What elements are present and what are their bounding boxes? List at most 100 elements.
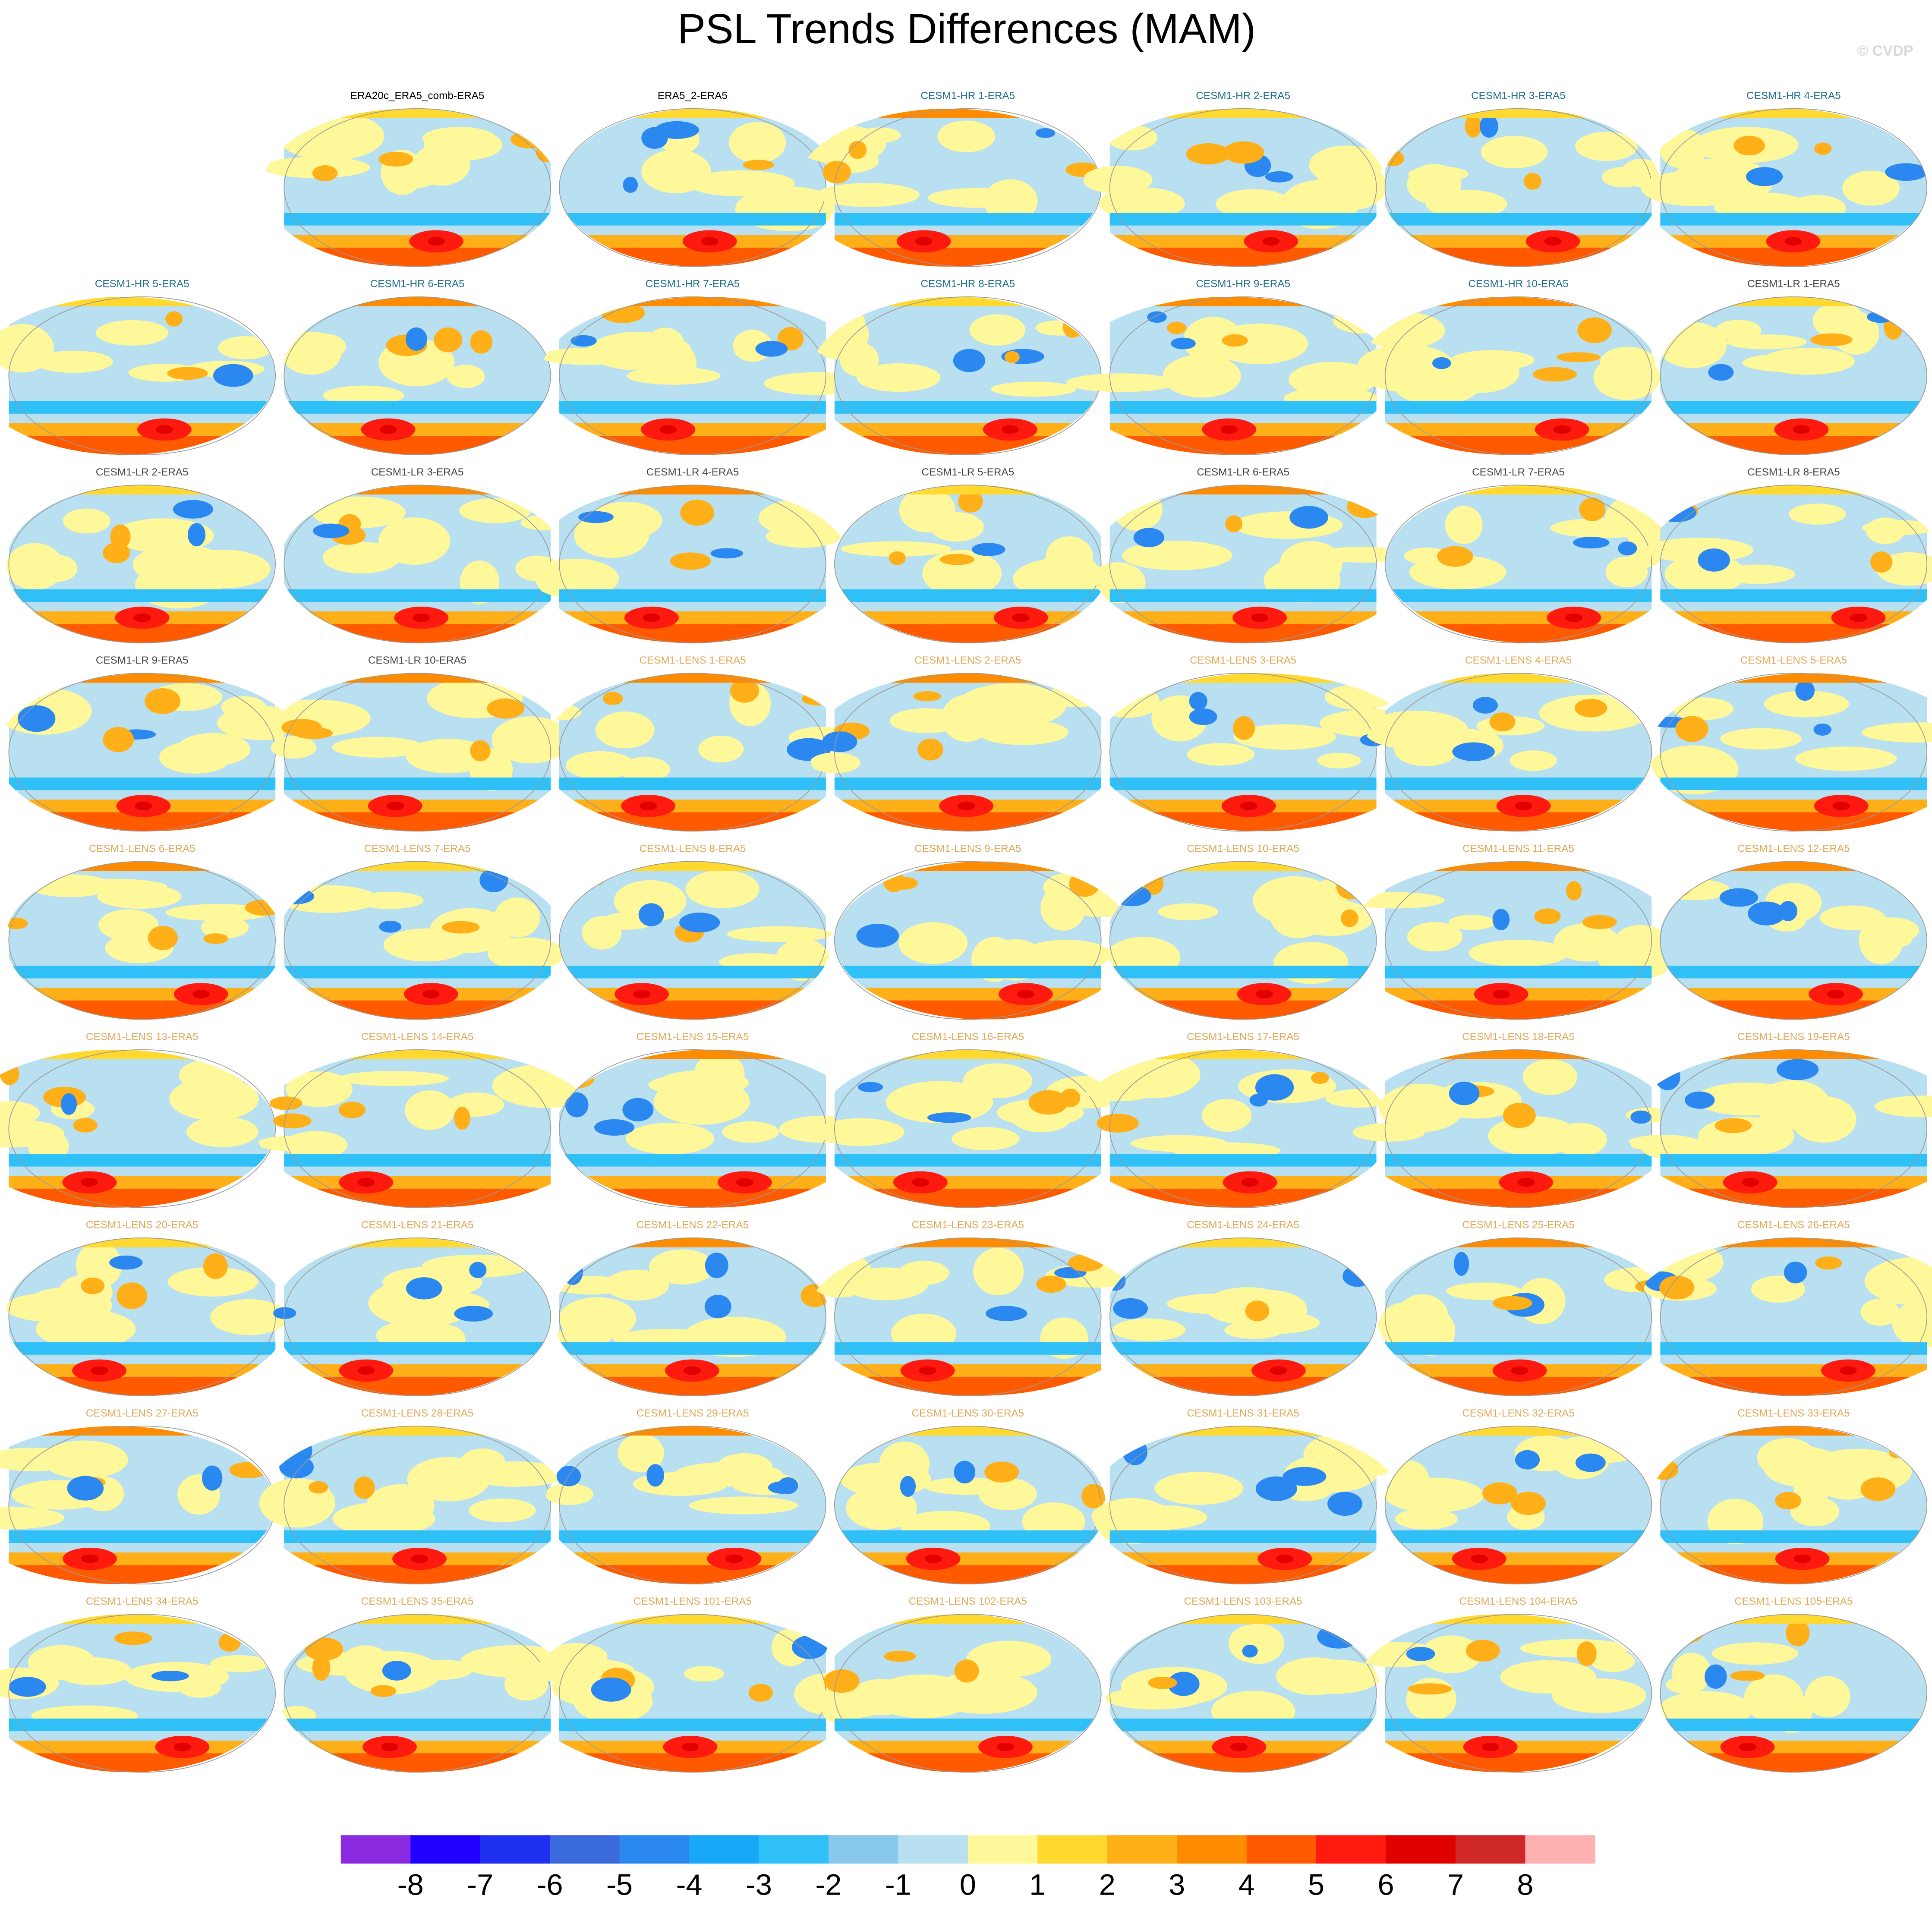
- map-region: [357, 1366, 375, 1375]
- map-region: [1793, 425, 1810, 434]
- panel-title: CESM1-LENS 34-ERA5: [86, 1596, 199, 1607]
- map-region: [9, 1000, 276, 1020]
- panel-title: CESM1-HR 6-ERA5: [370, 278, 465, 290]
- map-region: [9, 861, 276, 871]
- panel-title: CESM1-LENS 27-ERA5: [86, 1407, 199, 1419]
- map-region: [1166, 321, 1187, 334]
- map-region: [1255, 1476, 1297, 1501]
- map-region: [1445, 506, 1483, 544]
- panel-title: CESM1-LENS 31-ERA5: [1187, 1407, 1299, 1419]
- map-region: [1036, 1275, 1066, 1293]
- map-region: [625, 1123, 715, 1155]
- map-region: [1489, 712, 1516, 732]
- map-region: [978, 1478, 1037, 1511]
- map-region: [1660, 589, 1927, 602]
- map-region: [954, 1461, 976, 1484]
- map-region: [459, 498, 531, 523]
- map-region: [1437, 546, 1473, 567]
- map-region: [97, 884, 182, 909]
- map-panel: [1644, 485, 1932, 643]
- map-region: [849, 1679, 914, 1716]
- map-region: [434, 327, 463, 353]
- map-region: [1810, 333, 1853, 346]
- map-region: [1812, 302, 1865, 339]
- map-region: [725, 1554, 743, 1563]
- map-region: [1324, 684, 1393, 710]
- map-region: [1158, 903, 1219, 920]
- map-region: [559, 1237, 826, 1247]
- map-region: [1385, 436, 1652, 455]
- map-region: [1741, 1178, 1759, 1187]
- panel-title: ERA5_2-ERA5: [658, 90, 728, 102]
- map-region: [176, 733, 251, 766]
- map-region: [1660, 1530, 1927, 1543]
- panel-title: CESM1-LENS 5-ERA5: [1740, 655, 1847, 666]
- map-region: [1795, 746, 1897, 771]
- map-region: [1385, 777, 1652, 790]
- map-region: [1240, 801, 1258, 810]
- map-region: [262, 157, 370, 178]
- map-region: [1660, 296, 1927, 306]
- map-region: [1660, 1377, 1927, 1396]
- map-region: [857, 1082, 883, 1093]
- map-region: [284, 1342, 551, 1355]
- map-region: [1021, 939, 1112, 970]
- map-region: [1109, 673, 1377, 683]
- map-region: [1823, 1478, 1872, 1500]
- map-region: [1660, 812, 1927, 831]
- map-region: [1385, 1753, 1652, 1773]
- map-region: [1109, 1154, 1377, 1167]
- map-region: [410, 1554, 428, 1563]
- map-region: [846, 1486, 917, 1530]
- map-panel: [556, 1049, 867, 1208]
- map-outline: [1660, 861, 1928, 1020]
- map-region: [1220, 425, 1238, 434]
- map-region: [284, 589, 551, 602]
- map-region: [1385, 1342, 1652, 1355]
- map-region: [1453, 1252, 1469, 1276]
- map-region: [256, 1135, 343, 1152]
- panel-title: CESM1-LR 2-ERA5: [96, 466, 189, 478]
- map-region: [1553, 425, 1571, 434]
- map-region: [728, 122, 786, 164]
- map-region: [284, 485, 551, 495]
- map-region: [1839, 1366, 1857, 1375]
- map-region: [1715, 1118, 1752, 1133]
- map-region: [381, 1742, 398, 1751]
- map-region: [357, 1178, 375, 1187]
- map-region: [1109, 247, 1377, 267]
- colorbar-label: 8: [1517, 1868, 1533, 1902]
- map-region: [963, 1063, 1033, 1099]
- map-region: [1870, 551, 1893, 573]
- map-outline: [284, 861, 551, 1020]
- map-region: [834, 1237, 1101, 1247]
- panel-title: CESM1-LR 6-ERA5: [1197, 466, 1289, 478]
- map-region: [1066, 373, 1177, 392]
- map-region: [1892, 1300, 1932, 1348]
- map-region: [643, 613, 660, 622]
- map-region: [1385, 1154, 1652, 1167]
- map-region: [1004, 351, 1020, 363]
- map-region: [1660, 401, 1927, 414]
- map-region: [470, 740, 491, 762]
- map-region: [284, 1718, 551, 1732]
- map-region: [1660, 673, 1927, 683]
- map-region: [559, 1342, 826, 1355]
- map-region: [1517, 1178, 1535, 1187]
- map-region: [1884, 313, 1903, 340]
- map-region: [834, 1565, 1101, 1584]
- map-region: [1112, 1318, 1186, 1341]
- map-region: [570, 335, 597, 347]
- map-region: [203, 933, 228, 944]
- panel-title: CESM1-LENS 1-ERA5: [639, 655, 746, 666]
- map-region: [1225, 515, 1243, 532]
- map-region: [1242, 1644, 1258, 1658]
- map-region: [135, 801, 152, 810]
- map-region: [284, 401, 551, 414]
- chart-title: PSL Trends Differences (MAM): [678, 5, 1256, 52]
- map-region: [1346, 495, 1384, 518]
- map-region: [680, 499, 714, 526]
- map-region: [559, 247, 826, 267]
- map-region: [1384, 1477, 1484, 1513]
- map-region: [698, 735, 744, 763]
